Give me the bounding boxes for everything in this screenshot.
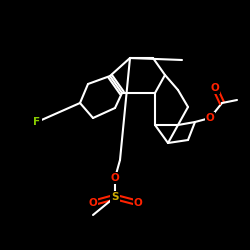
Text: O: O: [134, 198, 142, 208]
Text: O: O: [206, 113, 214, 123]
Text: O: O: [210, 83, 220, 93]
Text: O: O: [88, 198, 98, 208]
Text: S: S: [111, 192, 119, 202]
Text: F: F: [34, 117, 40, 127]
Text: O: O: [110, 173, 120, 183]
